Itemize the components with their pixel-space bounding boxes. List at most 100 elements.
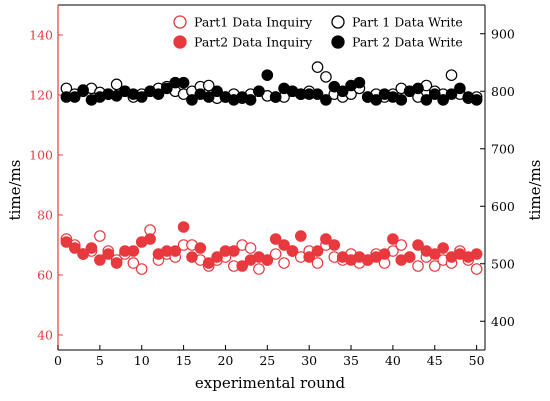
x-axis-title: experimental round — [195, 374, 346, 392]
data-point — [202, 79, 215, 92]
data-point — [110, 78, 123, 91]
series-4 — [60, 69, 483, 106]
left-tick-label: 40 — [37, 328, 53, 343]
x-axis: 0 5 10 15 20 25 30 35 40 45 50 — [54, 345, 485, 368]
left-tick-label: 140 — [29, 28, 53, 43]
data-point — [236, 260, 248, 272]
data-point — [420, 94, 433, 106]
legend-marker — [173, 35, 187, 49]
data-point — [311, 257, 324, 269]
data-point — [370, 94, 382, 106]
data-point — [169, 245, 182, 257]
x-tick-label: 30 — [301, 353, 317, 368]
data-point — [161, 82, 173, 95]
data-point — [211, 251, 223, 263]
right-tick-label: 700 — [491, 141, 515, 156]
right-tick-label: 900 — [491, 26, 515, 41]
data-point — [135, 91, 148, 103]
x-tick-label: 50 — [469, 353, 485, 368]
right-y-axis-title: time/ms — [526, 160, 544, 221]
legend-label: Part 1 Data Write — [352, 15, 463, 30]
data-point — [261, 69, 274, 81]
data-point — [445, 88, 458, 100]
data-point — [320, 233, 332, 245]
right-tick-label: 800 — [491, 84, 515, 99]
data-point — [395, 239, 408, 251]
data-point — [311, 88, 324, 100]
right-y-axis: 400 500 600 700 800 900 — [480, 5, 515, 350]
data-point — [445, 69, 458, 81]
x-tick-label: 15 — [176, 353, 192, 368]
data-point — [470, 263, 483, 275]
data-point — [378, 248, 391, 260]
left-tick-label: 80 — [37, 208, 53, 223]
plot-frame — [58, 4, 485, 351]
data-point — [353, 76, 366, 89]
data-point — [152, 88, 165, 100]
data-point — [320, 94, 332, 106]
data-point — [194, 242, 207, 254]
series-2 — [60, 221, 483, 272]
left-tick-label: 60 — [37, 268, 53, 283]
legend-label: Part2 Data Inquiry — [194, 35, 313, 50]
data-point — [261, 254, 274, 266]
data-point — [253, 85, 265, 98]
data-point — [60, 236, 73, 248]
data-point — [135, 263, 148, 275]
data-points — [60, 61, 483, 275]
legend-marker — [331, 15, 345, 29]
data-point — [412, 239, 424, 251]
data-point — [286, 245, 299, 257]
data-point — [244, 94, 257, 106]
data-point — [177, 76, 190, 89]
data-point — [186, 94, 198, 106]
legend-marker — [173, 15, 187, 29]
data-point — [269, 91, 282, 103]
data-point — [403, 251, 416, 263]
data-point — [428, 88, 441, 100]
left-y-axis-title: time/ms — [6, 160, 24, 221]
data-point — [303, 251, 315, 263]
data-point — [269, 233, 282, 245]
data-point — [228, 245, 240, 257]
data-point — [127, 257, 140, 269]
data-point — [336, 85, 349, 98]
x-tick-label: 45 — [427, 353, 443, 368]
legend: Part1 Data Inquiry Part 1 Data Write Part2… — [173, 15, 463, 50]
data-point — [186, 251, 198, 263]
x-tick-label: 0 — [54, 353, 62, 368]
left-tick-label: 120 — [29, 88, 53, 103]
data-point — [311, 61, 324, 73]
x-tick-label: 35 — [343, 353, 359, 368]
data-point — [127, 245, 140, 257]
left-tick-label: 100 — [29, 148, 53, 163]
left-y-axis: 40 60 80 100 120 140 — [29, 5, 63, 350]
data-point — [278, 257, 290, 269]
data-point — [278, 239, 290, 251]
data-point — [320, 71, 332, 83]
data-point — [328, 239, 341, 251]
data-point — [102, 248, 115, 260]
data-point — [470, 248, 483, 260]
legend-label: Part 2 Data Write — [352, 35, 463, 50]
data-point — [202, 91, 215, 103]
right-tick-label: 600 — [491, 199, 515, 214]
data-point — [412, 260, 424, 272]
x-tick-label: 10 — [134, 353, 150, 368]
data-point — [177, 221, 190, 233]
data-point — [77, 248, 89, 260]
data-point — [437, 94, 449, 106]
x-tick-label: 25 — [259, 353, 275, 368]
x-tick-label: 40 — [385, 353, 401, 368]
data-point — [253, 263, 265, 275]
data-point — [211, 85, 223, 98]
data-point — [294, 230, 307, 242]
data-point — [244, 242, 257, 254]
data-point — [77, 84, 89, 96]
data-point — [454, 82, 466, 95]
data-point — [110, 257, 123, 269]
data-point — [428, 260, 441, 272]
data-point — [437, 242, 449, 254]
data-point — [94, 230, 106, 242]
